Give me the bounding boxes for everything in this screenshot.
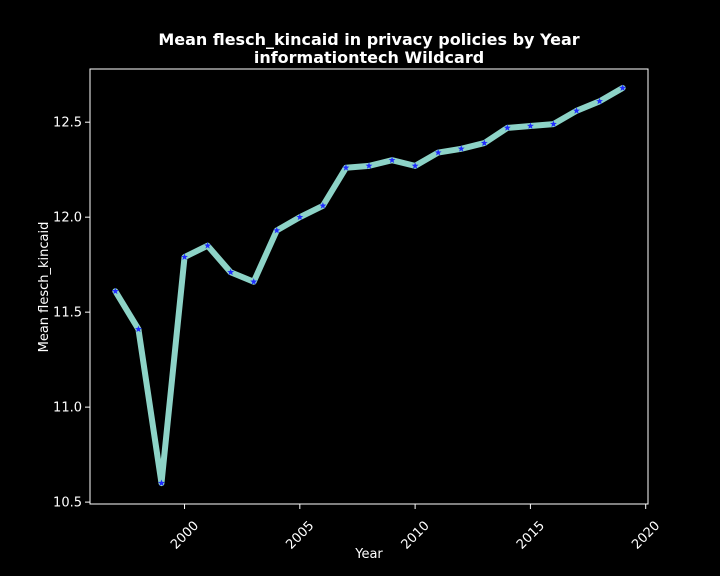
data-point-marker	[596, 97, 603, 105]
data-point-marker	[388, 156, 396, 164]
y-tick-label: 12.0	[53, 211, 82, 226]
data-point-marker	[111, 287, 119, 295]
x-tick-label: 2005	[283, 519, 317, 553]
x-tick-label: 2015	[514, 519, 548, 553]
data-point-marker	[296, 213, 304, 221]
data-point-marker	[273, 226, 281, 234]
y-tick-label: 11.5	[53, 306, 82, 321]
data-point-marker	[411, 162, 419, 169]
y-tick-label: 12.5	[53, 116, 82, 131]
data-point-marker	[365, 162, 373, 169]
x-tick-label: 2020	[629, 519, 663, 553]
data-point-marker	[480, 139, 488, 146]
chart-subtitle: informationtech Wildcard	[254, 48, 484, 67]
x-axis: 2000 2005 2010 2015 2020	[168, 504, 663, 553]
data-point-marker	[227, 268, 235, 276]
y-tick-label: 11.0	[53, 401, 82, 416]
x-axis-label: Year	[354, 547, 383, 562]
data-point-marker	[434, 148, 442, 156]
x-tick-label: 2000	[168, 519, 202, 553]
data-point-marker	[503, 124, 511, 131]
data-point-marker	[619, 84, 627, 91]
data-point-marker	[135, 325, 142, 333]
x-tick-label: 2010	[399, 519, 433, 553]
data-point-marker	[526, 122, 534, 129]
data-point-marker	[342, 164, 350, 171]
data-point-marker	[250, 278, 258, 285]
y-axis: 10.5 11.0 11.5 12.0 12.5	[53, 116, 90, 511]
chart-title: Mean flesch_kincaid in privacy policies …	[158, 30, 579, 49]
plot-area	[89, 68, 649, 505]
data-point-marker	[573, 107, 580, 114]
data-point-marker	[457, 145, 465, 152]
data-point-marker	[158, 479, 165, 487]
data-point-marker	[181, 253, 188, 260]
data-point-marker	[204, 242, 212, 249]
data-point-marker	[319, 202, 327, 209]
series-markers	[111, 84, 627, 487]
data-point-marker	[550, 120, 557, 127]
y-tick-label: 10.5	[53, 496, 82, 511]
y-axis-label: Mean flesch_kincaid	[37, 222, 52, 353]
